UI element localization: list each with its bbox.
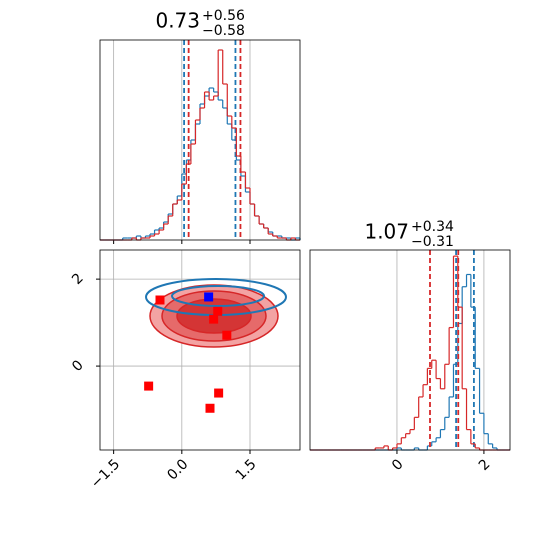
x-tick-label: 0 [389,456,407,474]
point [209,314,219,324]
axes-frame [309,249,511,451]
title-upper: +0.56 [202,8,245,24]
x-tick-label: 2 [476,456,494,474]
title-lower: −0.31 [411,234,454,250]
axes-frame [99,249,301,451]
point [204,292,214,302]
title-value: 0.73 [155,9,200,33]
title-upper: +0.34 [411,219,454,235]
x-tick-label: −1.5 [88,456,123,491]
x-tick-label: 0.0 [164,456,191,483]
y-tick-label: 0 [69,357,87,375]
y-tick-label: 2 [69,270,87,288]
point [205,403,215,413]
point [214,388,224,398]
contour [171,285,265,307]
point [144,381,154,391]
title-value: 1.07 [364,220,409,244]
point [213,306,223,316]
point [155,295,165,305]
x-tick-label: 1.5 [233,456,260,483]
point [222,330,232,340]
axes-frame [99,39,301,241]
title-lower: −0.58 [202,23,245,39]
